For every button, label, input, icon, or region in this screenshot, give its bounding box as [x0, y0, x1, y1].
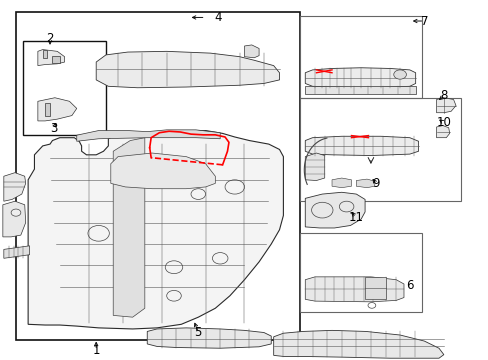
Polygon shape [3, 201, 26, 237]
Bar [300, 16, 421, 98]
Text: 1: 1 [92, 344, 100, 357]
Polygon shape [28, 131, 283, 329]
Polygon shape [113, 138, 144, 317]
Polygon shape [38, 50, 64, 66]
Text: 7: 7 [420, 14, 427, 27]
Polygon shape [273, 330, 443, 358]
Bar [16, 12, 300, 340]
Polygon shape [4, 246, 30, 258]
Polygon shape [436, 126, 449, 138]
Polygon shape [356, 179, 374, 188]
Polygon shape [305, 153, 324, 180]
Polygon shape [45, 103, 50, 116]
Polygon shape [305, 68, 415, 88]
Polygon shape [77, 130, 220, 141]
Polygon shape [38, 98, 77, 121]
Text: 8: 8 [439, 89, 447, 103]
Polygon shape [305, 192, 365, 228]
Text: 11: 11 [348, 211, 363, 224]
Bar [300, 98, 460, 201]
Polygon shape [365, 277, 385, 299]
Polygon shape [436, 98, 455, 113]
Text: 9: 9 [371, 177, 379, 190]
Circle shape [11, 209, 21, 216]
Polygon shape [42, 50, 46, 58]
Polygon shape [4, 173, 26, 201]
Circle shape [393, 70, 406, 79]
Text: 3: 3 [50, 122, 58, 135]
Bar [300, 233, 421, 312]
Polygon shape [52, 56, 60, 63]
Polygon shape [147, 328, 271, 348]
Text: 10: 10 [435, 116, 450, 129]
Text: 2: 2 [46, 32, 54, 45]
Text: 4: 4 [214, 11, 221, 24]
Polygon shape [96, 51, 279, 88]
Bar [23, 41, 106, 135]
Polygon shape [305, 277, 403, 302]
Text: 6: 6 [405, 279, 413, 292]
Polygon shape [305, 86, 415, 94]
Polygon shape [305, 136, 418, 156]
Polygon shape [331, 178, 351, 188]
Polygon shape [111, 153, 215, 189]
Polygon shape [244, 45, 259, 58]
Text: 5: 5 [194, 326, 202, 339]
